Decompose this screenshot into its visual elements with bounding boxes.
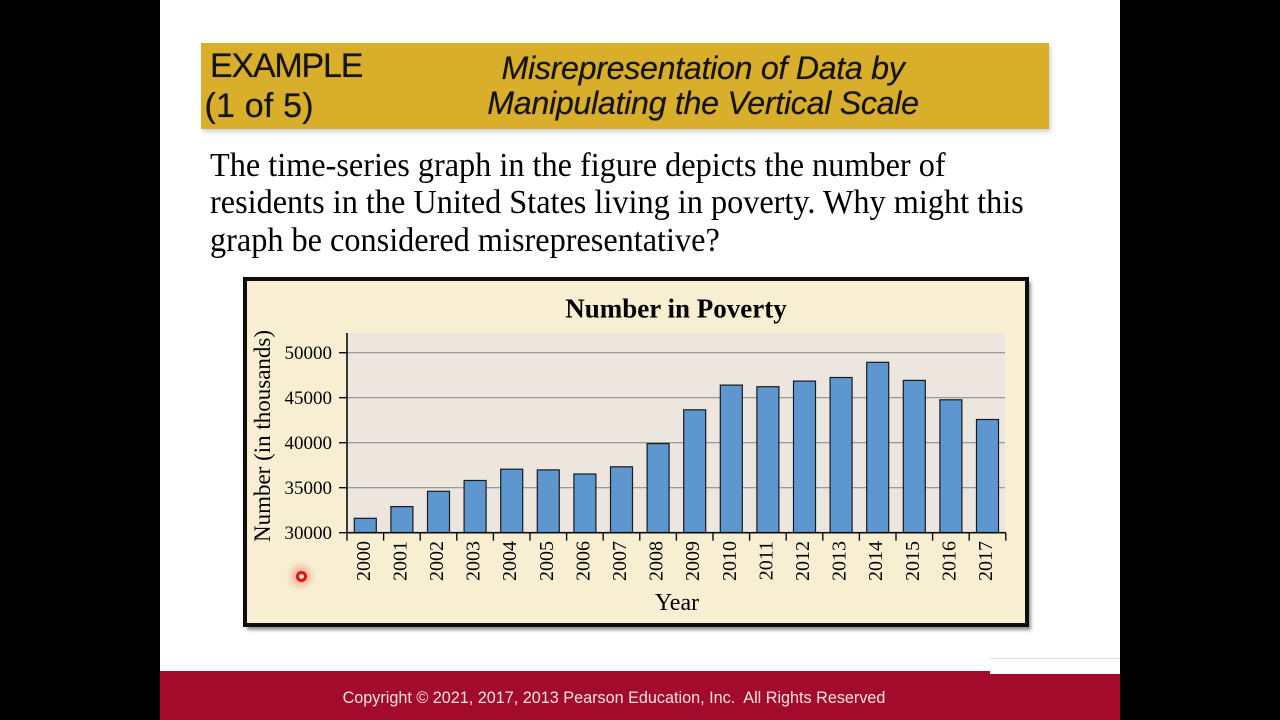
svg-text:Year: Year xyxy=(655,590,699,616)
svg-text:2000: 2000 xyxy=(353,541,375,581)
svg-text:2001: 2001 xyxy=(389,541,411,581)
svg-text:2010: 2010 xyxy=(719,541,741,581)
svg-text:2005: 2005 xyxy=(536,541,558,581)
svg-text:2015: 2015 xyxy=(902,541,924,581)
svg-text:45000: 45000 xyxy=(285,388,333,409)
svg-text:2007: 2007 xyxy=(609,541,631,581)
svg-text:30000: 30000 xyxy=(285,523,333,544)
svg-text:2014: 2014 xyxy=(865,541,887,581)
svg-text:35000: 35000 xyxy=(285,478,333,499)
svg-text:2016: 2016 xyxy=(938,541,960,581)
svg-text:40000: 40000 xyxy=(285,433,333,454)
svg-text:2006: 2006 xyxy=(572,541,594,581)
svg-text:2003: 2003 xyxy=(463,541,485,581)
svg-text:2002: 2002 xyxy=(426,541,448,581)
svg-text:2011: 2011 xyxy=(755,541,777,580)
svg-text:2013: 2013 xyxy=(829,541,851,581)
svg-text:Number in Poverty: Number in Poverty xyxy=(565,294,787,324)
svg-text:50000: 50000 xyxy=(285,343,333,364)
svg-text:2017: 2017 xyxy=(975,541,997,581)
svg-text:2012: 2012 xyxy=(792,541,814,581)
svg-text:2008: 2008 xyxy=(646,541,668,581)
svg-text:Number (in thousands): Number (in thousands) xyxy=(250,330,275,542)
svg-text:2004: 2004 xyxy=(499,541,521,581)
svg-text:2009: 2009 xyxy=(682,541,704,581)
